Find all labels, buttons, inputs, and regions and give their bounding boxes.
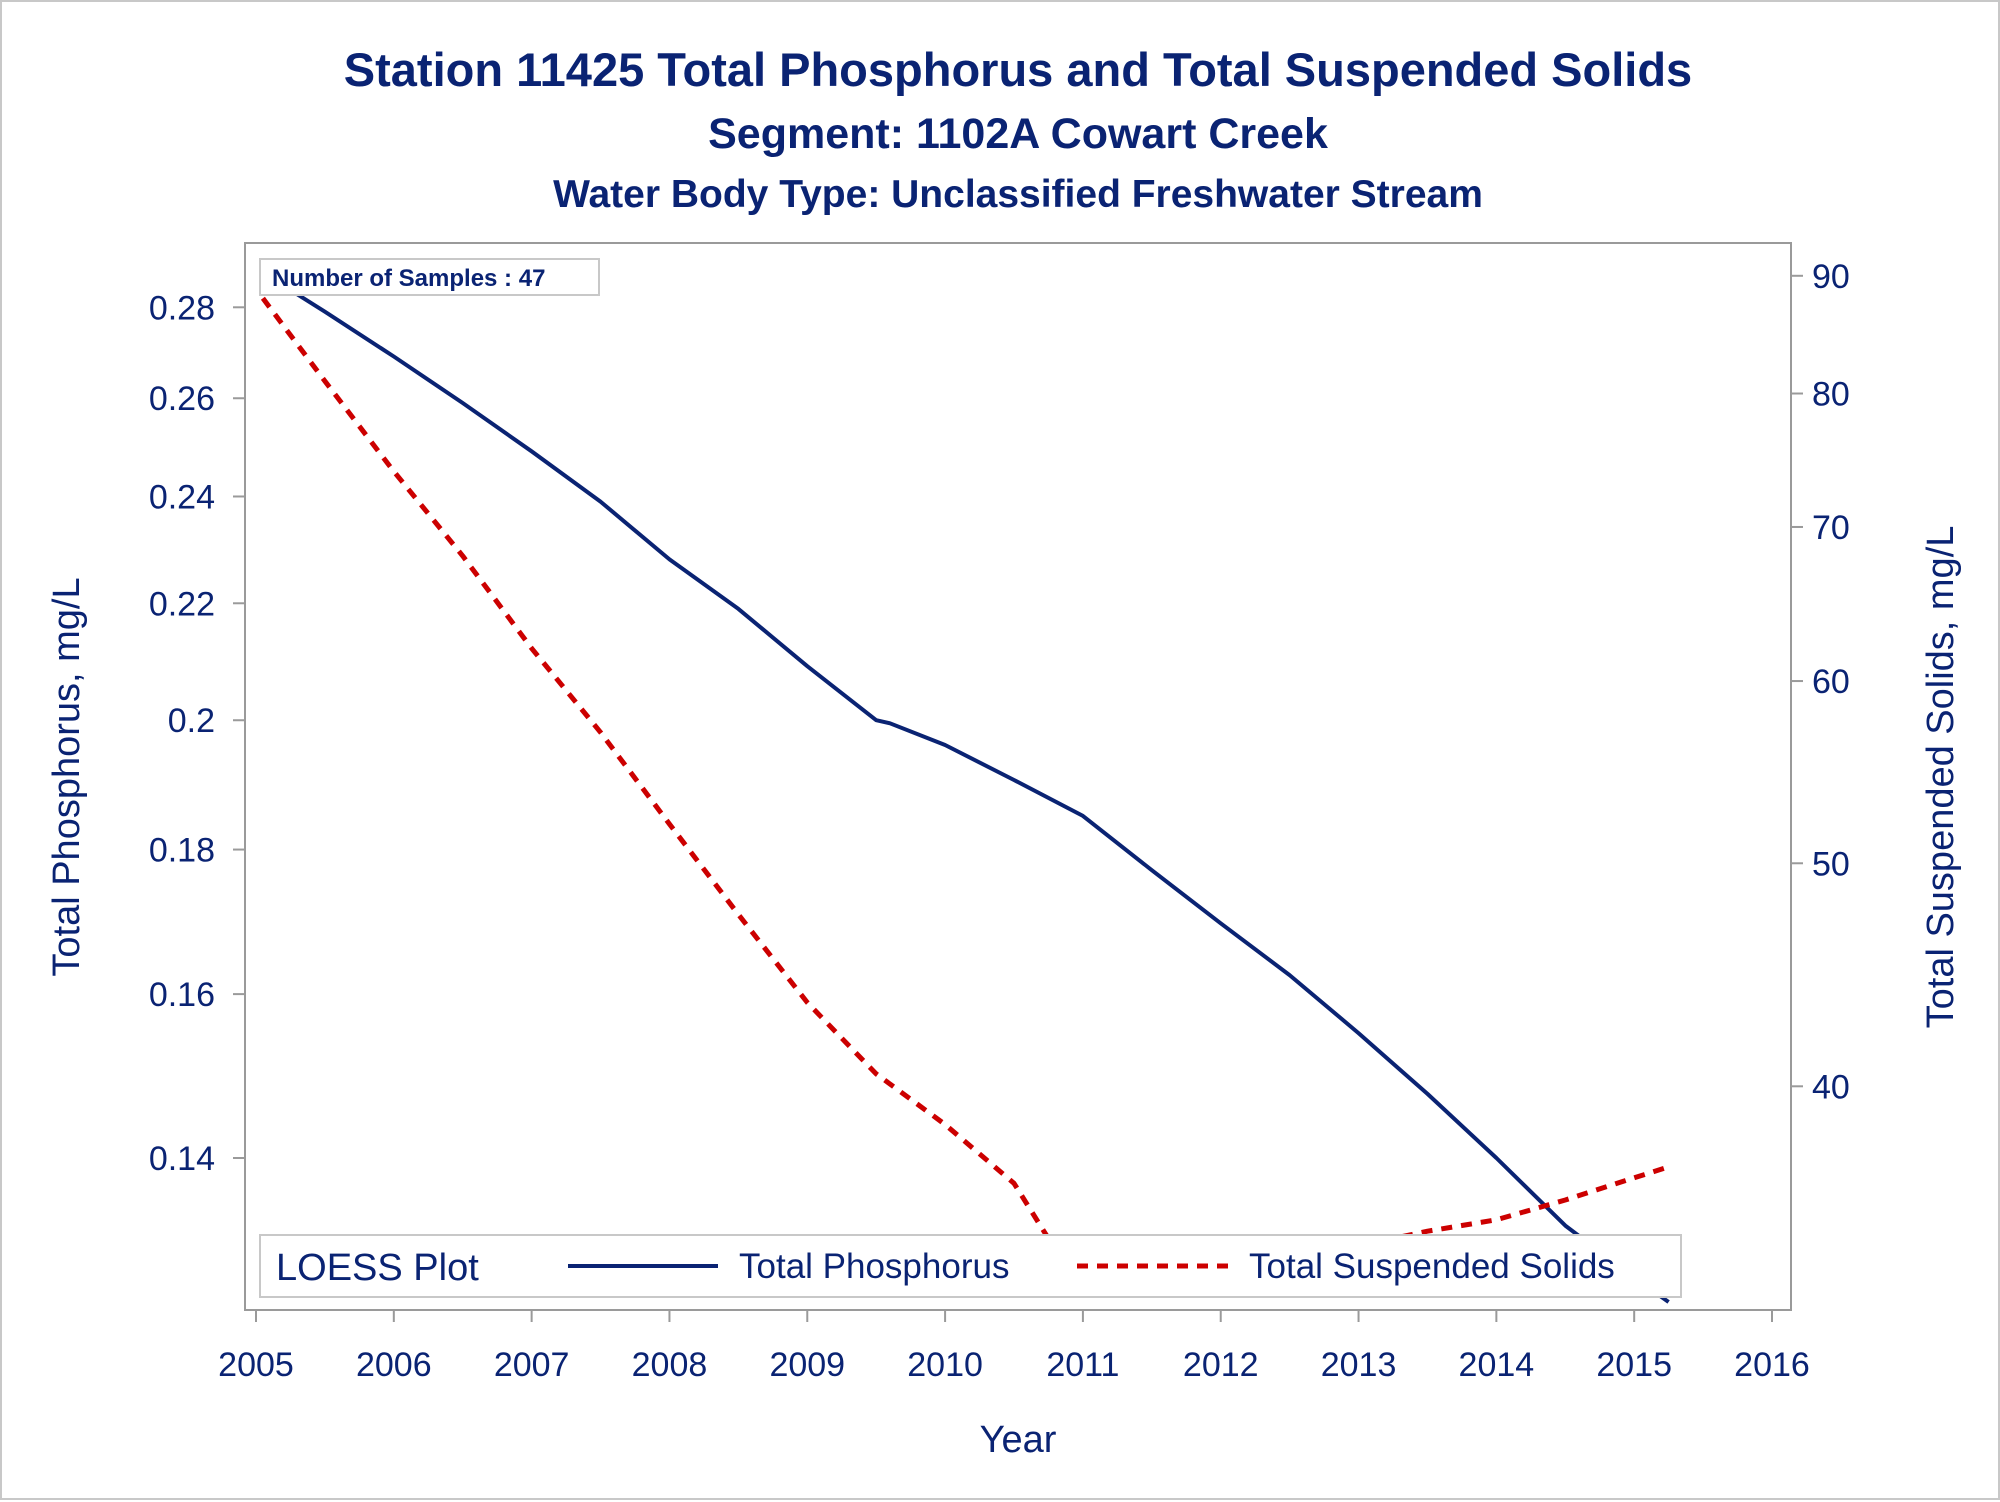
series-layer	[260, 271, 1670, 1304]
legend-box	[259, 1234, 1682, 1298]
x-tick-label: 2014	[1459, 1346, 1535, 1384]
x-tick-label: 2010	[907, 1346, 983, 1384]
left-y-tick-label: 0.18	[149, 832, 215, 870]
x-tick-label: 2016	[1734, 1346, 1810, 1384]
right-y-tick-label: 60	[1812, 663, 1850, 701]
left-y-tick-label: 0.28	[149, 289, 215, 327]
series-line-tss	[260, 296, 1670, 1297]
left-y-axis-label: Total Phosphorus, mg/L	[46, 577, 88, 976]
chart-subtitle-segment: Segment: 1102A Cowart Creek	[708, 110, 1328, 158]
right-y-tick-label: 70	[1812, 509, 1850, 547]
right-y-tick-label: 50	[1812, 845, 1850, 883]
chart-title: Station 11425 Total Phosphorus and Total…	[344, 43, 1692, 96]
legend-label-tss: Total Suspended Solids	[1249, 1247, 1615, 1286]
right-y-tick-label: 80	[1812, 376, 1850, 414]
x-tick-label: 2006	[356, 1346, 432, 1384]
x-tick-label: 2007	[494, 1346, 570, 1384]
left-y-tick-label: 0.22	[149, 585, 215, 623]
left-y-tick-label: 0.2	[168, 702, 215, 740]
right-y-tick-label: 90	[1812, 258, 1850, 296]
chart-subtitle-waterbody: Water Body Type: Unclassified Freshwater…	[553, 173, 1483, 216]
sample-count-label: Number of Samples : 47	[272, 265, 545, 292]
left-y-axis: 0.14 0.16 0.18 0.2 0.22 0.24 0.26 0.28	[149, 289, 245, 1178]
left-y-tick-label: 0.24	[149, 478, 215, 516]
x-tick-label: 2008	[632, 1346, 708, 1384]
x-tick-label: 2005	[218, 1346, 294, 1384]
x-axis: 2005 2006 2007 2008 2009 2010 2011 2012 2013 2014…	[218, 1310, 1810, 1384]
x-tick-label: 2015	[1596, 1346, 1672, 1384]
right-y-axis-label: Total Suspended Solids, mg/L	[1920, 526, 1962, 1029]
series-line-phosphorus	[261, 271, 1670, 1304]
x-axis-label: Year	[980, 1419, 1057, 1461]
x-tick-label: 2011	[1046, 1346, 1119, 1384]
left-y-tick-label: 0.26	[149, 380, 215, 418]
plot-area	[244, 242, 1792, 1311]
right-y-axis: 40 50 60 70 80 90	[1791, 258, 1850, 1106]
x-tick-label: 2013	[1321, 1346, 1397, 1384]
legend-label-phosphorus: Total Phosphorus	[739, 1247, 1009, 1286]
right-y-tick-label: 40	[1812, 1068, 1850, 1106]
left-y-tick-label: 0.14	[149, 1140, 215, 1178]
x-tick-label: 2009	[769, 1346, 845, 1384]
sample-count-box	[259, 258, 600, 296]
legend-title: LOESS Plot	[276, 1247, 479, 1289]
left-y-tick-label: 0.16	[149, 976, 215, 1014]
x-tick-label: 2012	[1183, 1346, 1259, 1384]
